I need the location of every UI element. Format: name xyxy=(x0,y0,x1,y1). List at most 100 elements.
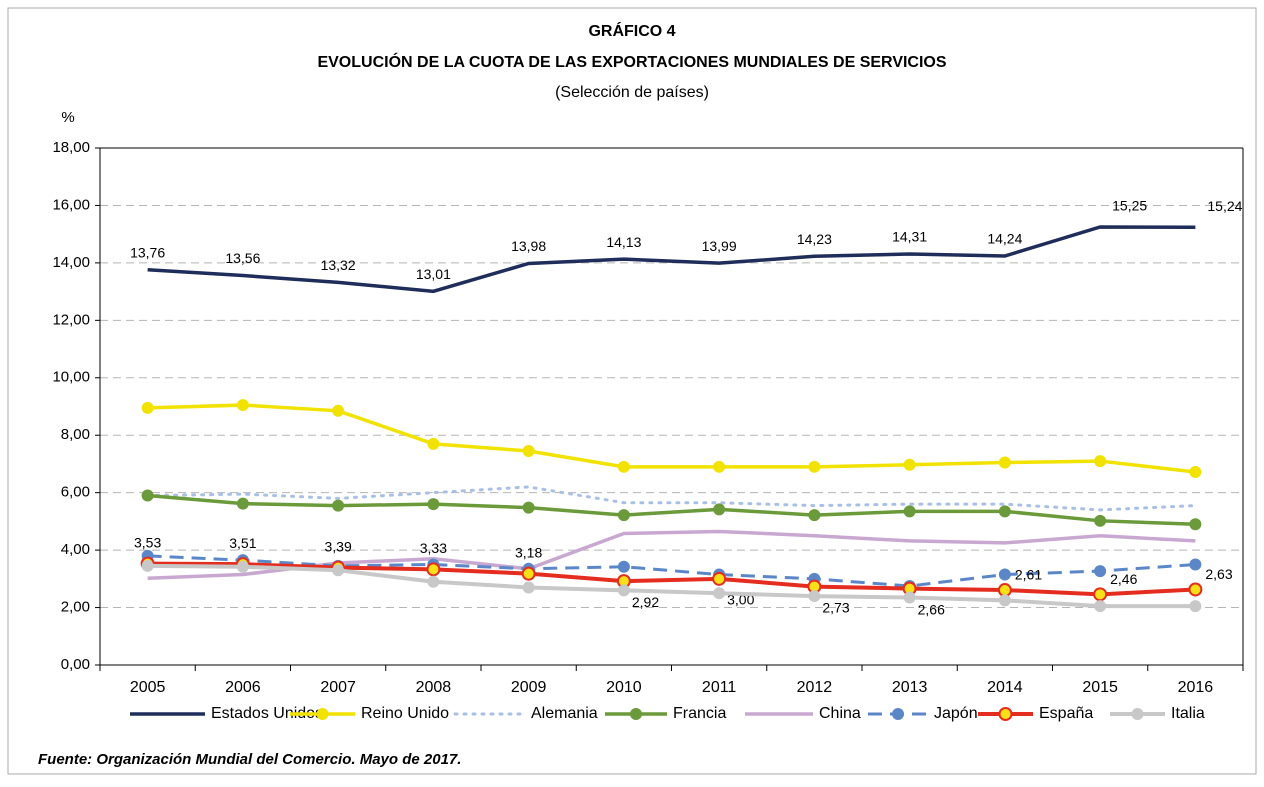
legend-marker xyxy=(630,708,642,720)
data-label: 3,39 xyxy=(325,538,352,554)
chart-title: GRÁFICO 4 xyxy=(588,21,675,40)
legend-marker xyxy=(998,707,1013,721)
y-tick-label: 6,00 xyxy=(61,484,90,501)
data-label: 13,98 xyxy=(511,238,546,254)
data-label: 14,24 xyxy=(987,231,1022,247)
legend-label: China xyxy=(819,705,861,722)
series-marker xyxy=(141,489,154,502)
series-marker xyxy=(1094,455,1107,468)
series-marker xyxy=(1093,587,1108,602)
series-marker xyxy=(1188,582,1203,597)
data-label: 13,76 xyxy=(130,244,165,260)
series-marker xyxy=(236,560,249,573)
x-tick-label: 2014 xyxy=(987,679,1023,696)
series-marker xyxy=(998,456,1011,469)
series-marker xyxy=(617,560,630,573)
x-tick-label: 2007 xyxy=(320,679,356,696)
y-tick-label: 12,00 xyxy=(52,311,90,328)
series-marker xyxy=(903,591,916,604)
x-tick-label: 2009 xyxy=(511,679,547,696)
series-line xyxy=(146,485,1197,512)
legend-label: Alemania xyxy=(531,705,598,722)
series-marker xyxy=(427,437,440,450)
x-tick-label: 2016 xyxy=(1178,679,1214,696)
series-marker xyxy=(1094,514,1107,527)
series-marker xyxy=(426,562,441,577)
frame xyxy=(7,7,1257,775)
legend-label: Francia xyxy=(673,705,726,722)
data-label: 13,32 xyxy=(321,257,356,273)
data-label: 2,63 xyxy=(1205,566,1232,582)
x-tick-label: 2010 xyxy=(606,679,642,696)
series-marker xyxy=(903,505,916,518)
x-tick-label: 2012 xyxy=(797,679,833,696)
series-line xyxy=(147,529,1196,581)
series-marker xyxy=(521,566,536,581)
data-label: 13,99 xyxy=(702,238,737,254)
x-tick-label: 2006 xyxy=(225,679,261,696)
series-line xyxy=(147,225,1196,294)
y-tick-label: 2,00 xyxy=(61,599,90,616)
series-marker xyxy=(332,499,345,512)
data-label: 13,56 xyxy=(225,250,260,266)
series-marker xyxy=(1189,600,1202,613)
y-tick-label: 14,00 xyxy=(52,254,90,271)
data-label: 14,13 xyxy=(606,234,641,250)
series-marker xyxy=(998,505,1011,518)
series-marker xyxy=(808,509,821,522)
series-marker xyxy=(1189,465,1202,478)
data-label: 2,66 xyxy=(918,601,945,617)
data-label: 2,46 xyxy=(1110,571,1137,587)
legend-label: España xyxy=(1039,705,1093,722)
data-label: 2,73 xyxy=(822,599,849,615)
series-marker xyxy=(1094,600,1107,613)
x-tick-label: 2011 xyxy=(702,679,737,696)
data-label: 13,01 xyxy=(416,266,451,282)
legend-marker xyxy=(1131,708,1144,720)
legend-marker xyxy=(316,708,329,720)
legend-marker xyxy=(892,708,904,720)
data-label: 15,25 xyxy=(1112,198,1147,214)
series-marker xyxy=(1189,518,1202,531)
legend-label: Reino Unido xyxy=(361,705,449,722)
series-line xyxy=(147,563,1196,609)
series-marker xyxy=(808,590,821,603)
data-label: 14,31 xyxy=(892,229,927,245)
series-marker xyxy=(903,458,916,471)
series-marker xyxy=(808,460,821,473)
series-line xyxy=(147,493,1196,527)
series-marker xyxy=(427,575,440,588)
series-marker xyxy=(713,503,726,516)
series-marker xyxy=(1094,565,1107,578)
series-marker xyxy=(332,404,345,417)
series-marker xyxy=(998,594,1011,607)
x-tick-label: 2015 xyxy=(1082,679,1118,696)
series-marker xyxy=(1189,558,1202,571)
data-label: 3,18 xyxy=(515,544,542,560)
x-tick-label: 2005 xyxy=(130,679,166,696)
series-line xyxy=(147,561,1196,597)
series-marker xyxy=(713,460,726,473)
series-marker xyxy=(427,498,440,511)
y-unit: % xyxy=(61,109,74,126)
y-tick-label: 10,00 xyxy=(52,369,90,386)
source: Fuente: Organización Mundial del Comerci… xyxy=(38,751,461,768)
series-marker xyxy=(712,571,727,586)
y-tick-label: 18,00 xyxy=(52,139,90,156)
series-marker xyxy=(997,583,1012,598)
x-tick-label: 2013 xyxy=(892,679,928,696)
series-marker xyxy=(617,584,630,597)
series-marker xyxy=(236,399,249,412)
series-marker xyxy=(522,445,535,458)
x-tick-label: 2008 xyxy=(416,679,452,696)
y-tick-label: 16,00 xyxy=(52,196,90,213)
legend-label: Japón xyxy=(934,705,978,722)
data-label: 3,33 xyxy=(420,540,447,556)
y-tick-label: 8,00 xyxy=(61,426,90,443)
series-marker xyxy=(617,460,630,473)
series-marker xyxy=(522,501,535,514)
series-marker xyxy=(236,497,249,510)
y-tick-label: 0,00 xyxy=(61,656,90,673)
data-label: 2,61 xyxy=(1015,567,1042,583)
